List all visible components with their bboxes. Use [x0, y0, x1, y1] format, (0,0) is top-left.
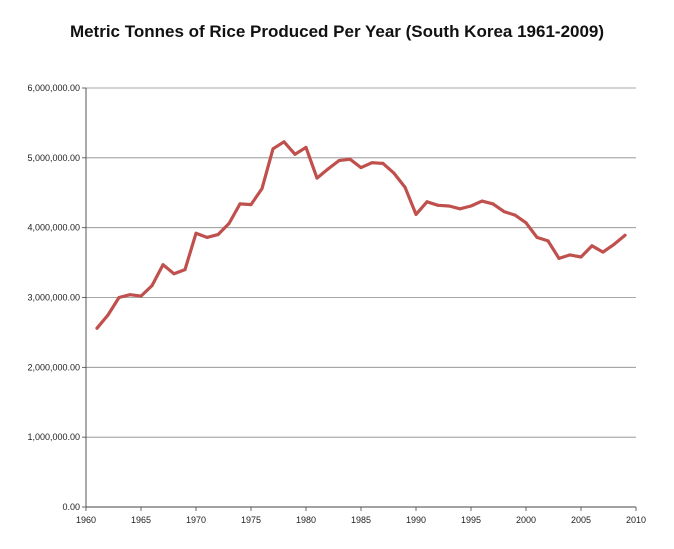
x-tick-label: 2000: [516, 515, 536, 525]
data-point: [238, 202, 242, 206]
y-tick-label: 3,000,000.00: [27, 293, 80, 303]
data-point: [568, 253, 572, 257]
data-point: [260, 187, 264, 191]
x-tick-label: 1970: [186, 515, 206, 525]
x-tick-label: 2010: [626, 515, 646, 525]
data-point: [612, 242, 616, 246]
x-tick-label: 1975: [241, 515, 261, 525]
data-point: [458, 207, 462, 211]
x-tick-label: 1965: [131, 515, 151, 525]
data-point: [381, 161, 385, 165]
data-point: [348, 157, 352, 161]
data-point: [414, 212, 418, 216]
data-point: [271, 147, 275, 151]
data-point: [139, 294, 143, 298]
data-point: [557, 256, 561, 260]
data-point: [546, 239, 550, 243]
data-point: [106, 313, 110, 317]
data-point: [161, 263, 165, 267]
data-point: [128, 293, 132, 297]
data-point: [249, 203, 253, 207]
x-tick-label: 1990: [406, 515, 426, 525]
data-point: [447, 204, 451, 208]
y-tick-label: 2,000,000.00: [27, 362, 80, 372]
data-point: [216, 233, 220, 237]
y-tick-label: 0.00: [62, 502, 80, 512]
data-point: [326, 167, 330, 171]
data-point: [95, 326, 99, 330]
data-point: [172, 272, 176, 276]
data-point: [491, 202, 495, 206]
data-point: [293, 152, 297, 156]
y-tick-label: 6,000,000.00: [27, 83, 80, 93]
x-tick-label: 1960: [76, 515, 96, 525]
data-point: [282, 140, 286, 144]
data-point: [524, 221, 528, 225]
data-point: [623, 233, 627, 237]
data-point: [513, 213, 517, 217]
y-tick-label: 1,000,000.00: [27, 432, 80, 442]
data-point: [480, 199, 484, 203]
data-point: [425, 200, 429, 204]
data-point: [359, 166, 363, 170]
x-tick-label: 2005: [571, 515, 591, 525]
data-point: [403, 185, 407, 189]
x-tick-label: 1995: [461, 515, 481, 525]
data-point: [392, 171, 396, 175]
data-point: [304, 145, 308, 149]
data-point: [117, 296, 121, 299]
data-point: [227, 222, 231, 225]
data-point: [183, 268, 187, 272]
x-tick-label: 1980: [296, 515, 316, 525]
y-tick-label: 4,000,000.00: [27, 223, 80, 233]
data-point: [535, 235, 539, 239]
data-point: [370, 161, 374, 165]
data-point: [337, 159, 341, 163]
data-point: [205, 235, 209, 239]
data-point: [502, 210, 506, 214]
y-tick-label: 5,000,000.00: [27, 153, 80, 163]
data-point: [315, 176, 319, 180]
data-point: [579, 255, 583, 259]
data-point: [150, 284, 154, 288]
data-point: [590, 244, 594, 248]
data-point: [194, 231, 198, 235]
series-line: [95, 140, 627, 330]
x-tick-label: 1985: [351, 515, 371, 525]
data-point: [601, 250, 605, 254]
data-point: [436, 203, 440, 207]
data-point: [469, 204, 473, 208]
chart-title: Metric Tonnes of Rice Produced Per Year …: [69, 22, 605, 41]
